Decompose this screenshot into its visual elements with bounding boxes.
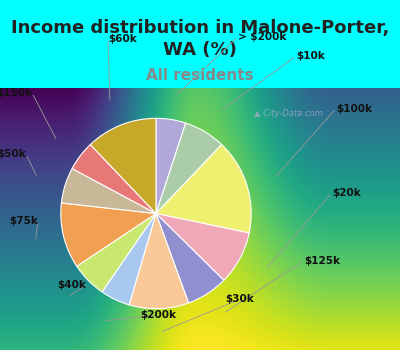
Text: $100k: $100k	[336, 104, 372, 113]
Wedge shape	[156, 118, 186, 214]
Wedge shape	[156, 214, 249, 280]
Wedge shape	[90, 118, 156, 214]
Wedge shape	[77, 214, 156, 292]
Text: $20k: $20k	[332, 188, 361, 197]
Text: $50k: $50k	[0, 149, 26, 159]
Text: All residents: All residents	[146, 68, 254, 83]
Text: $150k: $150k	[0, 88, 32, 98]
Text: $75k: $75k	[9, 216, 38, 225]
Wedge shape	[129, 214, 188, 309]
Text: $60k: $60k	[108, 34, 137, 43]
Text: $10k: $10k	[296, 51, 325, 61]
Wedge shape	[61, 203, 156, 266]
Wedge shape	[156, 214, 224, 303]
Text: $125k: $125k	[304, 256, 340, 266]
Text: $30k: $30k	[226, 294, 254, 304]
Text: Income distribution in Malone-Porter,
WA (%): Income distribution in Malone-Porter, WA…	[11, 19, 389, 59]
Text: $200k: $200k	[140, 310, 176, 320]
Text: > $200k: > $200k	[238, 32, 286, 42]
Wedge shape	[72, 145, 156, 214]
Wedge shape	[61, 169, 156, 214]
Wedge shape	[156, 145, 251, 233]
Wedge shape	[156, 123, 222, 214]
Text: $40k: $40k	[57, 280, 86, 290]
Text: ▲ City-Data.com: ▲ City-Data.com	[254, 109, 322, 118]
Wedge shape	[102, 214, 156, 305]
